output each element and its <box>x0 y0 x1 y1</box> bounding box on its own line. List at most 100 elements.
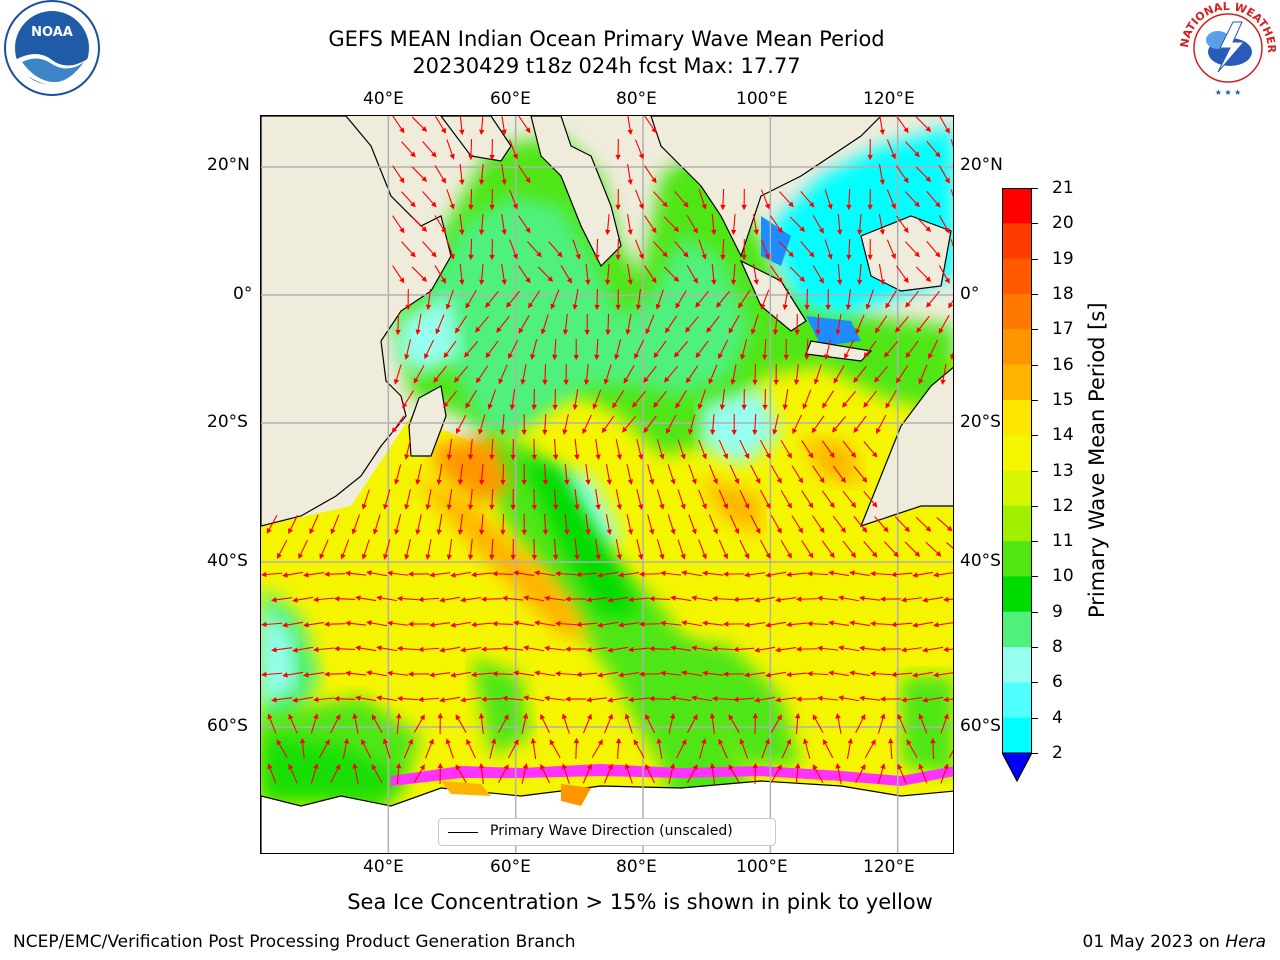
wave-arrowhead <box>870 670 876 677</box>
wave-arrowhead <box>855 328 861 335</box>
wave-arrowhead <box>530 737 537 744</box>
wave-arrowhead <box>288 528 294 535</box>
lon-tick-top: 120°E <box>863 89 915 109</box>
wave-arrowhead <box>518 327 524 334</box>
wave-arrowhead <box>443 352 449 359</box>
wave-arrowhead <box>712 478 718 485</box>
wave-arrowhead <box>340 553 346 560</box>
wave-arrowhead <box>794 329 800 336</box>
wave-arrowhead <box>615 737 622 744</box>
wave-arrowhead <box>914 151 920 158</box>
wave-arrowhead <box>670 645 676 651</box>
wave-arrowhead <box>500 479 506 486</box>
wave-arrowhead <box>718 738 724 745</box>
wave-arrowhead <box>765 622 771 628</box>
wave-arrowhead <box>429 622 435 628</box>
wave-arrowhead <box>765 572 771 578</box>
chart-title: GEFS MEAN Indian Ocean Primary Wave Mean… <box>328 27 885 51</box>
wave-arrowhead <box>335 763 341 770</box>
wave-arrowhead <box>890 153 896 160</box>
wave-arrowhead <box>777 227 783 234</box>
wave-arrowhead <box>335 713 341 720</box>
wave-arrowhead <box>459 229 465 236</box>
wave-arrowhead <box>906 739 912 746</box>
wave-arrowhead <box>728 714 734 721</box>
wave-arrowhead <box>508 353 513 360</box>
wave-arrowhead <box>506 301 512 308</box>
wave-arrowhead <box>673 351 680 358</box>
wave-arrowhead <box>782 304 788 311</box>
wave-arrowhead <box>786 452 792 459</box>
wave-arrowhead <box>437 712 443 719</box>
wave-arrowhead <box>410 251 416 258</box>
wave-arrowhead <box>586 597 592 603</box>
colorbar-tick-mark <box>1032 611 1038 613</box>
wave-arrowhead <box>585 479 591 486</box>
wave-arrowhead <box>521 429 527 436</box>
wave-arrowhead <box>812 764 818 771</box>
wave-arrowhead <box>594 304 600 311</box>
wave-arrowhead <box>585 529 591 536</box>
wave-arrowhead <box>431 201 437 208</box>
colorbar-tick-label: 6 <box>1052 672 1063 693</box>
wave-arrowhead <box>637 554 644 560</box>
wave-arrowhead <box>716 301 722 308</box>
wave-arrowhead <box>552 504 559 511</box>
wave-arrowhead <box>267 763 273 770</box>
wave-arrowhead <box>944 227 950 234</box>
colorbar-tick-mark <box>1032 188 1038 189</box>
wave-arrowhead <box>838 645 844 651</box>
wave-arrowhead <box>840 477 846 483</box>
colorbar-extend-triangle <box>1001 752 1033 783</box>
wave-arrowhead <box>730 229 737 236</box>
wave-arrowhead <box>459 129 465 136</box>
wave-arrowhead <box>795 762 801 769</box>
wave-arrowhead <box>521 529 527 536</box>
wave-arrowhead <box>918 763 924 770</box>
wave-arrowhead <box>399 277 405 284</box>
wave-arrowhead <box>282 672 288 678</box>
wave-arrowhead <box>564 479 570 486</box>
wave-arrowhead <box>850 451 857 458</box>
colorbar-swatch <box>1002 329 1032 366</box>
wave-arrowhead <box>861 526 868 533</box>
wave-arrowhead <box>783 354 789 361</box>
wave-arrowhead <box>701 203 707 210</box>
wave-arrowhead <box>893 551 899 558</box>
wave-arrowhead <box>835 762 841 769</box>
wave-arrowhead <box>638 571 645 577</box>
wave-arrowhead <box>802 403 808 410</box>
wave-arrowhead <box>450 672 456 678</box>
colorbar-tick-label: 13 <box>1052 460 1074 481</box>
wave-arrowhead <box>292 697 298 703</box>
wave-arrowhead <box>618 672 624 678</box>
wave-arrowhead <box>871 501 878 508</box>
wave-arrowhead <box>857 279 863 286</box>
wave-arrowhead <box>509 404 516 411</box>
wave-arrowhead <box>741 404 747 411</box>
wave-arrowhead <box>575 253 581 260</box>
colorbar-tick-mark <box>1032 258 1038 260</box>
wave-arrowhead <box>445 738 451 745</box>
wave-arrowhead <box>692 277 698 284</box>
wave-arrowhead <box>440 177 447 184</box>
wave-arrowhead <box>376 695 382 701</box>
wave-arrowhead <box>930 737 936 744</box>
wave-arrowhead <box>723 553 729 560</box>
wave-arrowhead <box>744 622 750 628</box>
wave-arrowhead <box>513 670 519 676</box>
wave-arrowhead <box>837 279 843 286</box>
wave-arrowhead <box>425 304 432 311</box>
wave-arrowhead <box>865 303 871 310</box>
wave-arrowhead <box>912 672 918 678</box>
wave-arrowhead <box>734 478 740 485</box>
wave-arrowhead <box>867 254 873 261</box>
wave-arrowhead <box>818 277 824 284</box>
wave-arrowhead <box>468 254 474 261</box>
wave-arrowhead <box>615 154 621 161</box>
wave-arrowhead <box>435 328 441 335</box>
wave-arrowhead <box>950 354 953 360</box>
wave-arrowhead <box>261 621 267 628</box>
wave-arrowhead <box>764 738 770 745</box>
wave-arrowhead <box>847 737 853 744</box>
